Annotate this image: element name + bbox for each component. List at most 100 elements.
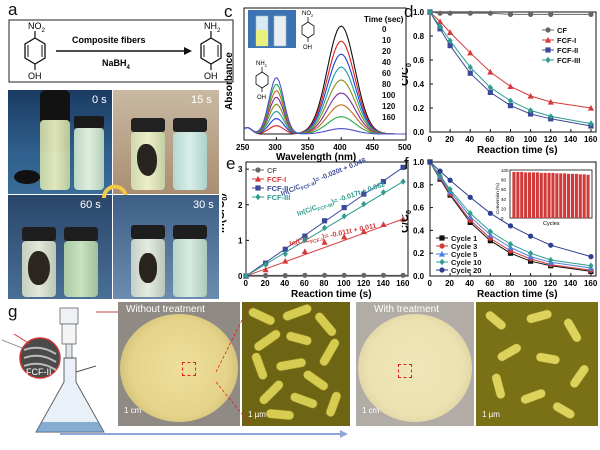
fiber-label: FCF-II [26, 367, 52, 377]
inset-bar [574, 173, 578, 218]
data-point [380, 221, 387, 227]
reaction-scheme: NO2 OH Composite fibers NaBH4 NH2 OH [8, 19, 234, 83]
x-axis-label: Reaction time (s) [477, 289, 558, 300]
c-inset-photo [248, 10, 296, 48]
legend-marker [545, 56, 551, 64]
legend-label: Cycle 5 [451, 250, 477, 259]
inset-bar [524, 172, 528, 218]
legend-label: Cycle 3 [451, 242, 477, 251]
data-point [341, 272, 347, 278]
time-label-30s: 30 s [193, 199, 214, 211]
data-point [527, 92, 534, 99]
data-point [528, 11, 534, 17]
inset-bar [535, 172, 539, 218]
x-tick-label: 20 [261, 279, 270, 288]
data-point [321, 218, 328, 224]
panel-e-letter: e [226, 154, 236, 173]
photo-0s: 0 s [8, 90, 112, 194]
data-point [487, 68, 494, 75]
c-legend-entry: 80 [382, 80, 391, 89]
x-tick-label: 80 [505, 135, 514, 144]
legend-label: CF [557, 26, 567, 35]
legend-label: Cycle 10 [451, 258, 481, 267]
panel-a-letter: a [8, 0, 18, 19]
x-tick-label: 100 [524, 135, 538, 144]
legend-marker [545, 27, 551, 33]
uv-vis-spectra-chart: Absorbance Wavelength (nm) 250 300 350 400 4… [224, 7, 412, 162]
data-point [399, 215, 407, 222]
data-point [282, 273, 288, 279]
plot-frame [429, 11, 597, 133]
data-point [547, 98, 554, 105]
c-legend-entry: 40 [382, 58, 391, 67]
inset-ytick-label: 60 [501, 187, 507, 192]
data-point [263, 273, 269, 279]
data-point [437, 172, 443, 179]
legend-label: FCF-III [267, 193, 290, 202]
panel-c-letter: c [224, 2, 233, 21]
legend-marker [439, 258, 445, 266]
y-tick-label: 2 [238, 201, 243, 210]
data-point [282, 250, 288, 258]
data-point [321, 272, 328, 278]
without-treatment-label: Without treatment [126, 304, 205, 315]
sem-without-photo: 1 µm [242, 302, 350, 426]
legend-marker [439, 235, 445, 241]
y-tick-label: 0.4 [413, 80, 425, 89]
x-tick-label: 40 [465, 135, 474, 144]
inset-ytick-label: 100 [501, 168, 509, 173]
no2-label: NO2 [28, 21, 46, 34]
data-point [507, 103, 514, 109]
c-legend-entry: 160 [382, 113, 396, 122]
legend-label: FCF-II [267, 184, 288, 193]
data-point [341, 233, 348, 240]
data-point [588, 254, 594, 260]
data-point [588, 11, 594, 17]
data-point [360, 228, 367, 235]
zoom-lines-left [215, 303, 251, 425]
inset-bar [551, 172, 555, 218]
legend-marker [438, 250, 446, 257]
data-point [548, 242, 554, 248]
inset-bar [520, 171, 524, 218]
c-xtick-label: 300 [268, 143, 282, 152]
y-tick-label: 0.6 [413, 56, 425, 65]
time-label-60s: 60 s [80, 199, 101, 211]
x-tick-label: 160 [396, 279, 410, 288]
inset-bar [559, 173, 563, 218]
data-point [341, 205, 347, 211]
data-point [437, 10, 443, 16]
svg-text:NO2: NO2 [302, 11, 314, 18]
data-point [321, 239, 328, 245]
inset-bar [516, 171, 520, 218]
y-tick-label: 1.0 [413, 158, 425, 167]
data-point [467, 10, 473, 16]
c-aminophenol-molecule: NH2 OH [255, 61, 269, 101]
scale-cm-right: 1 cm [362, 406, 380, 415]
c-xtick-label: 350 [301, 143, 315, 152]
nh2-label: NH2 [204, 21, 221, 34]
x-tick-label: 60 [300, 279, 309, 288]
data-point [447, 29, 454, 35]
legend-label: FCF-I [557, 36, 576, 45]
inset-ytick-label: 80 [501, 178, 507, 183]
c-legend-entry: 120 [382, 102, 396, 111]
data-point [447, 10, 453, 16]
c-legend-entry: 10 [382, 36, 391, 45]
y-tick-label: 0.6 [413, 204, 425, 213]
data-point [447, 186, 453, 193]
data-point [587, 104, 595, 111]
y-axis-label: C/C0 [402, 63, 413, 86]
c-xtick-label: 400 [333, 143, 347, 152]
x-tick-label: 20 [445, 135, 454, 144]
data-point [380, 178, 387, 185]
with-treatment-label: With treatment [374, 304, 440, 315]
data-point [487, 210, 493, 216]
panel-d-letter: d [404, 2, 414, 21]
c-spectrum-line [243, 77, 406, 135]
oh-right-label: OH [204, 71, 218, 81]
chart-f: 0 20 40 60 80 100 120 140 160 0.0 0.2 0.4 0.6 0.8 1.0 R… [402, 158, 598, 300]
legend-marker [545, 47, 551, 53]
c-legend-entry: 20 [382, 47, 391, 56]
scale-cm-left: 1 cm [124, 406, 142, 415]
